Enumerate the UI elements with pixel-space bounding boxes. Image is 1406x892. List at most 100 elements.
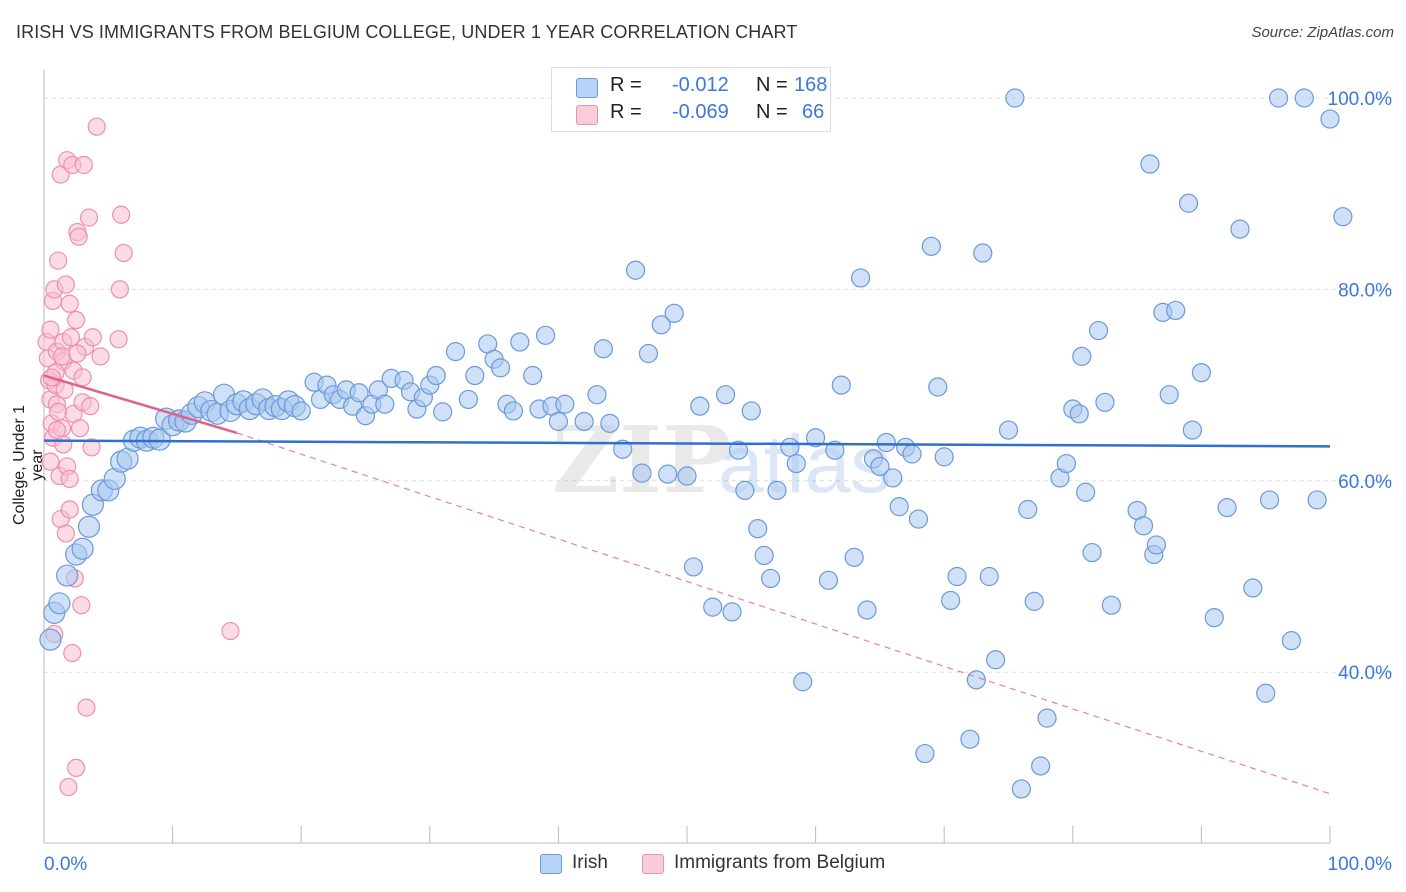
irish-point <box>1243 578 1263 598</box>
belgium-point <box>109 330 128 349</box>
irish-point <box>780 437 800 457</box>
belgium-point <box>70 419 90 438</box>
series-irish <box>39 88 1353 799</box>
irish-point <box>1140 154 1160 174</box>
irish-point <box>548 411 569 432</box>
belgium-point <box>221 621 240 641</box>
irish-point <box>1024 591 1044 611</box>
irish-point <box>941 590 961 611</box>
belgium-point <box>79 208 99 227</box>
irish-point <box>979 566 999 587</box>
irish-point <box>555 394 575 414</box>
belgium-point <box>63 643 82 663</box>
irish-point <box>1011 779 1031 799</box>
irish-point <box>613 439 633 459</box>
irish-point <box>465 365 485 386</box>
irish-point <box>1178 193 1199 213</box>
irish-point <box>767 480 787 500</box>
legend-r-label: R = <box>610 74 642 96</box>
irish-point <box>883 468 903 488</box>
irish-point <box>690 396 710 416</box>
belgium-point <box>67 758 86 778</box>
bottom-legend-label-belgium: Immigrants from Belgium <box>674 852 886 873</box>
irish-point <box>1166 300 1186 321</box>
irish-point <box>625 260 646 280</box>
belgium-point <box>41 320 60 339</box>
irish-point <box>48 592 71 615</box>
belgium-point <box>60 469 79 488</box>
y-tick-label: 100.0% <box>1328 89 1393 110</box>
belgium-point <box>72 596 91 615</box>
trend-line-irish <box>43 439 1331 448</box>
irish-point <box>677 466 697 486</box>
irish-point <box>56 564 79 587</box>
belgium-point <box>49 251 68 270</box>
belgium-point <box>87 117 106 136</box>
y-tick-label: 60.0% <box>1338 472 1392 493</box>
irish-point <box>934 447 954 467</box>
irish-point <box>973 243 993 263</box>
irish-point <box>503 401 523 421</box>
irish-point <box>1005 88 1025 108</box>
irish-point <box>735 480 755 500</box>
irish-point <box>535 325 556 345</box>
irish-point <box>1018 499 1038 520</box>
irish-point <box>1146 535 1166 555</box>
irish-point <box>1182 420 1202 440</box>
irish-point <box>490 358 511 378</box>
belgium-point <box>69 227 88 246</box>
irish-point <box>458 389 478 410</box>
irish-point <box>1191 363 1212 383</box>
legend-n-value: 66 <box>802 101 825 123</box>
irish-point <box>998 420 1019 440</box>
legend-r-value: -0.012 <box>672 74 729 96</box>
irish-point <box>1072 346 1092 366</box>
y-axis-label: College, Under 1 year <box>11 404 46 526</box>
legend-n-label: N = <box>756 101 788 123</box>
belgium-point <box>91 347 110 366</box>
irish-point <box>39 628 62 651</box>
irish-point <box>1076 482 1096 502</box>
irish-point <box>600 413 620 433</box>
irish-point <box>1204 608 1224 628</box>
irish-point <box>291 401 311 421</box>
legend-swatch-belgium <box>576 105 598 125</box>
trend-line-belgium-extension <box>236 432 1331 795</box>
irish-point <box>1320 109 1340 129</box>
belgium-point <box>52 347 72 366</box>
irish-point <box>876 432 896 453</box>
source-label: Source: ZipAtlas.com <box>1251 24 1394 41</box>
irish-point <box>921 236 941 256</box>
grid-lines <box>44 97 1392 673</box>
irish-point <box>947 566 967 587</box>
belgium-point <box>114 243 133 263</box>
belgium-point <box>74 155 93 175</box>
irish-point <box>1031 756 1051 776</box>
belgium-point <box>61 328 81 347</box>
irish-point <box>715 385 736 405</box>
irish-point <box>683 557 704 577</box>
irish-point <box>786 453 806 474</box>
irish-point <box>805 428 826 448</box>
irish-point <box>426 365 446 386</box>
irish-point <box>349 383 369 403</box>
belgium-point <box>68 344 87 363</box>
irish-point <box>1159 385 1179 405</box>
irish-point <box>523 365 543 386</box>
belgium-point <box>82 438 101 457</box>
irish-point <box>1082 542 1102 563</box>
belgium-point <box>83 328 102 347</box>
irish-point <box>741 401 761 421</box>
legend-n-value: 168 <box>794 74 828 96</box>
bottom-legend-label-irish: Irish <box>572 852 608 873</box>
irish-point <box>1133 516 1154 536</box>
irish-point <box>928 377 948 397</box>
irish-point <box>587 385 607 405</box>
x-tick-label: 100.0% <box>1328 854 1393 875</box>
bottom-legend-swatch-irish <box>540 854 562 874</box>
irish-point <box>1307 490 1327 510</box>
belgium-point <box>60 294 79 313</box>
irish-point <box>748 519 768 539</box>
belgium-point <box>60 500 79 519</box>
irish-point <box>1259 490 1280 510</box>
